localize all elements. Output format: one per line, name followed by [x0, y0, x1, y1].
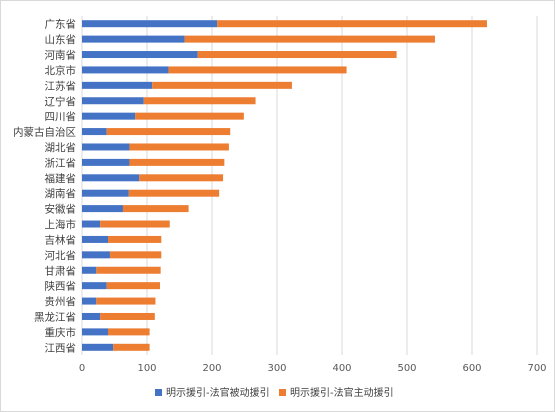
bar-passive: [82, 66, 169, 74]
bar-active: [143, 97, 256, 105]
category-label: 北京市: [45, 64, 77, 77]
category-label: 湖北省: [45, 141, 77, 154]
bar-active: [109, 251, 162, 259]
bar-active: [106, 282, 160, 290]
category-label: 辽宁省: [45, 95, 77, 108]
category-label: 广东省: [45, 18, 77, 31]
bar-passive: [82, 251, 110, 259]
bar-passive: [82, 112, 136, 120]
bar-passive: [82, 235, 108, 243]
bar-passive: [82, 343, 114, 351]
bar-active: [217, 20, 487, 28]
bar-passive: [82, 158, 130, 166]
x-tick-label: 700: [527, 363, 546, 374]
category-label: 贵州省: [45, 295, 77, 308]
bar-active: [129, 143, 229, 151]
legend-label-passive: 明示援引-法官被动援引: [166, 386, 270, 399]
category-label: 山东省: [45, 33, 77, 46]
bar-passive: [82, 328, 108, 336]
category-label: 甘肃省: [45, 264, 77, 277]
bar-passive: [82, 51, 198, 59]
bar-passive: [82, 205, 123, 213]
legend-swatch-passive: [155, 389, 162, 396]
bar-passive: [82, 143, 130, 151]
bar-active: [184, 35, 435, 43]
category-label: 湖南省: [45, 187, 77, 200]
bar-passive: [82, 312, 101, 320]
legend-swatch-active: [279, 389, 286, 396]
category-label: 浙江省: [45, 156, 77, 169]
bar-active: [168, 66, 347, 74]
category-label: 江苏省: [45, 79, 77, 92]
x-tick-label: 200: [202, 363, 221, 374]
category-labels: 广东省山东省河南省北京市江苏省辽宁省四川省内蒙古自治区湖北省浙江省福建省湖南省安…: [13, 18, 76, 355]
bar-passive: [82, 81, 153, 89]
bar-active: [197, 51, 397, 59]
category-label: 重庆市: [45, 326, 77, 339]
bar-active: [100, 220, 170, 228]
bar-passive: [82, 128, 107, 136]
bar-active: [152, 81, 292, 89]
bar-active: [106, 128, 231, 136]
bar-passive: [82, 282, 107, 290]
bars: [82, 20, 487, 351]
bar-passive: [82, 266, 97, 274]
category-label: 福建省: [45, 172, 77, 185]
bar-active: [108, 235, 162, 243]
bar-active: [139, 174, 224, 182]
category-label: 河南省: [45, 49, 77, 62]
bar-active: [96, 297, 156, 305]
x-tick-label: 100: [137, 363, 156, 374]
category-label: 四川省: [45, 110, 77, 123]
category-label: 河北省: [45, 249, 77, 262]
bar-passive: [82, 220, 101, 228]
bar-active: [129, 158, 225, 166]
x-tick-label: 400: [332, 363, 351, 374]
bar-passive: [82, 297, 97, 305]
bar-active: [100, 312, 155, 320]
x-tick-label: 500: [397, 363, 416, 374]
x-tick-label: 0: [79, 363, 85, 374]
legend: 明示援引-法官被动援引 明示援引-法官主动援引: [155, 386, 394, 399]
bar-passive: [82, 20, 218, 28]
bar-active: [135, 112, 244, 120]
bar-active: [108, 328, 150, 336]
bar-passive: [82, 35, 185, 43]
x-tick-labels: 0 100 200 300 400 500 600 700: [79, 363, 547, 374]
category-label: 黑龙江省: [34, 310, 76, 323]
bar-active: [128, 189, 220, 197]
category-label: 江西省: [45, 341, 77, 354]
category-label: 内蒙古自治区: [13, 126, 76, 139]
legend-label-active: 明示援引-法官主动援引: [290, 386, 394, 399]
category-label: 上海市: [45, 218, 77, 231]
bar-active: [122, 205, 189, 213]
x-tick-label: 600: [462, 363, 481, 374]
category-label: 安徽省: [45, 203, 77, 216]
x-tick-label: 300: [267, 363, 286, 374]
bar-passive: [82, 174, 140, 182]
bar-active: [96, 266, 161, 274]
category-label: 吉林省: [45, 233, 77, 246]
bar-active: [113, 343, 150, 351]
bar-passive: [82, 189, 129, 197]
category-label: 陕西省: [45, 280, 77, 293]
bar-passive: [82, 97, 144, 105]
